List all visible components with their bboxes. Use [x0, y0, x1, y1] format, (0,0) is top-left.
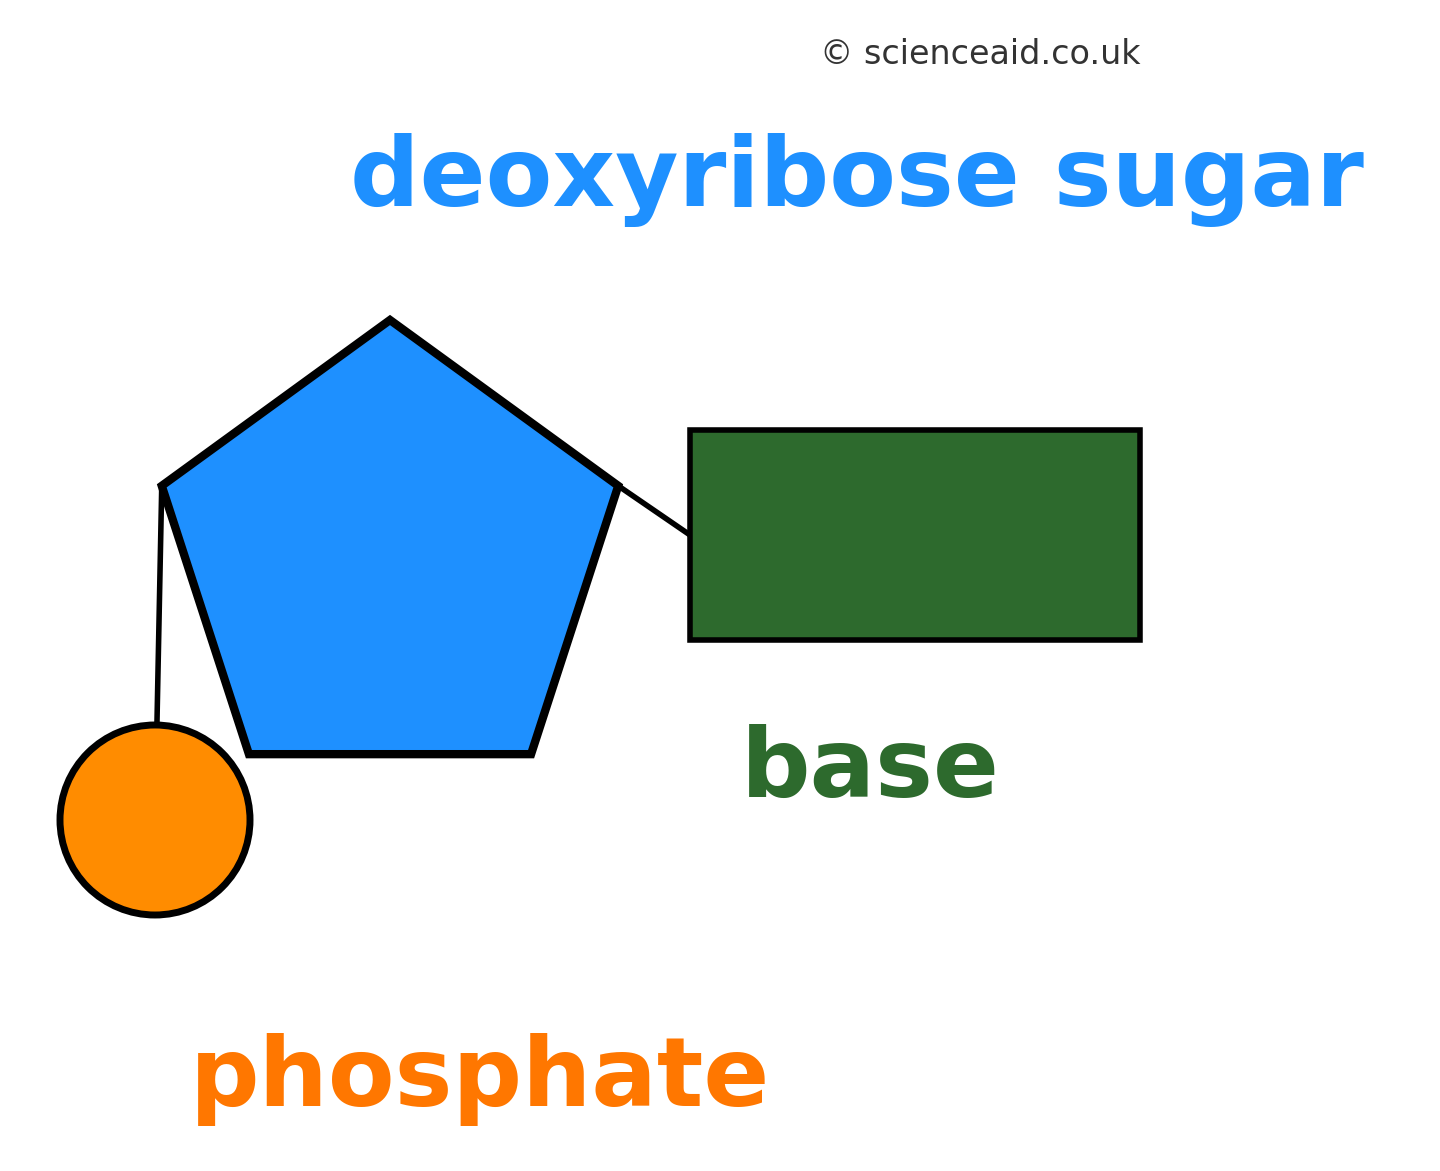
Text: deoxyribose sugar: deoxyribose sugar — [350, 133, 1364, 227]
Text: phosphate: phosphate — [190, 1034, 770, 1127]
Text: base: base — [740, 724, 999, 816]
Polygon shape — [161, 320, 618, 754]
Text: © scienceaid.co.uk: © scienceaid.co.uk — [819, 39, 1140, 71]
Bar — [690, 430, 1140, 641]
Circle shape — [60, 725, 251, 915]
